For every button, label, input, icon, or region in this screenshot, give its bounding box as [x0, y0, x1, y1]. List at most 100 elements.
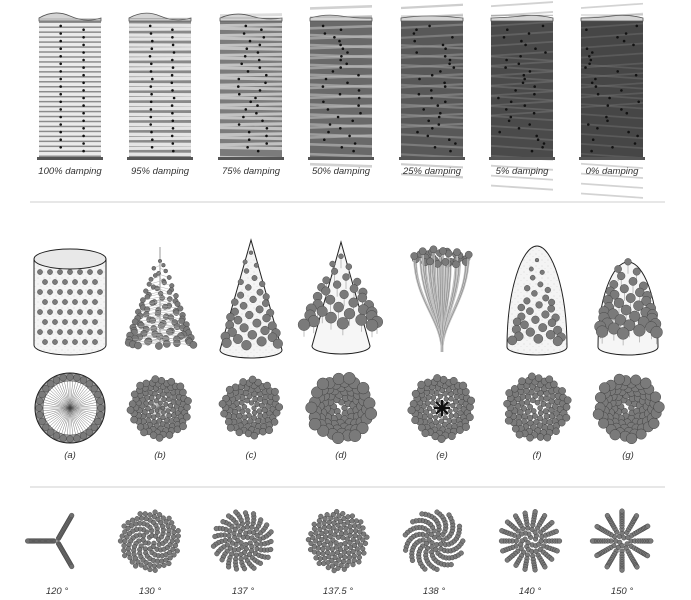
dome-dot [534, 258, 540, 263]
spiral-dot [321, 542, 327, 548]
damping-point [523, 77, 526, 81]
dome-dot [530, 275, 536, 281]
disc-b [126, 375, 192, 442]
spiral-dot [594, 524, 600, 530]
damping-point [627, 130, 630, 134]
cylinder-dot [92, 279, 98, 285]
damping-band [39, 147, 101, 151]
damping-point [636, 134, 639, 138]
damping-point [620, 89, 623, 92]
damping-point [426, 134, 430, 138]
lollipop-head [355, 313, 368, 326]
disc-d-dot [308, 417, 322, 431]
damping-point [151, 39, 154, 43]
cylinder-dot [67, 289, 73, 295]
damping-band [401, 53, 463, 59]
damping-point [258, 89, 262, 92]
stem-head [464, 250, 473, 259]
spiral-dot [121, 547, 127, 554]
damping-point [588, 55, 591, 58]
tree-sphere [157, 259, 162, 264]
damping-point [348, 134, 351, 138]
damping-point [533, 92, 536, 96]
spiral-dot [166, 527, 172, 533]
damping-point [323, 138, 326, 141]
damping-band [220, 145, 282, 151]
damping-point [171, 43, 175, 47]
spiral-dot [324, 549, 331, 556]
disc-c-dot [275, 403, 284, 411]
cylinder-dot [62, 319, 68, 325]
spiral-dot [328, 515, 334, 521]
spiral-dot [341, 549, 347, 555]
dome-dot [517, 303, 525, 312]
damping-point [436, 104, 440, 107]
cone-dot [262, 293, 270, 301]
spiral-dot [329, 546, 335, 552]
spiral-dot [350, 549, 356, 555]
damping-band [39, 77, 101, 82]
damping-point [171, 111, 174, 115]
disc-a-dot [38, 417, 46, 426]
damping-band [581, 42, 643, 49]
damping-panel [489, 1, 555, 191]
damping-point [264, 81, 267, 85]
spiral-dot [129, 523, 135, 529]
disc-e-dot [430, 400, 436, 406]
cylinder-dot [77, 289, 83, 295]
damping-band [129, 132, 191, 137]
disc-e-dot [442, 415, 448, 421]
dome-lollipop-head [633, 300, 644, 311]
tree-stick [140, 312, 161, 317]
damping-point [534, 47, 537, 50]
damping-band [310, 143, 372, 148]
disc-g-dot [609, 429, 621, 441]
spiral-dot [142, 565, 148, 571]
cylinder-dot [57, 329, 63, 335]
disc-a-spoke [69, 407, 76, 435]
damping-band [39, 27, 101, 32]
damping-point [353, 142, 357, 145]
spiral-dot [341, 522, 347, 528]
damping-band [39, 92, 101, 96]
damping-point [59, 92, 62, 96]
disc-c-dot [254, 401, 260, 407]
spiral-dot [340, 559, 347, 565]
damping-point [237, 123, 241, 126]
disc-e-dot [461, 422, 470, 431]
damping-point [262, 36, 266, 39]
damping-band [581, 22, 643, 29]
spiral-dot [212, 533, 218, 540]
spiral-dot [554, 548, 560, 554]
cone-dot [262, 313, 271, 323]
disc-b-dot [150, 414, 157, 420]
disc-a-dot [52, 432, 61, 440]
disc-a-spoke [58, 407, 71, 433]
damping-band [491, 164, 553, 171]
damping-point [150, 130, 153, 134]
damping-point [150, 146, 154, 149]
spiral-dot [351, 553, 357, 559]
damping-point [171, 66, 175, 69]
damping-band [39, 102, 101, 106]
spiral-dot [320, 551, 326, 557]
damping-point [596, 127, 599, 130]
damping-band [220, 56, 282, 61]
disc-a-spoke [61, 407, 71, 434]
spiral-dot [338, 546, 344, 552]
cone-dot [251, 275, 258, 281]
disc-a-spoke [43, 407, 71, 414]
spiral-dot [254, 541, 260, 547]
disc-a-dot [90, 423, 98, 431]
damping-point [611, 146, 614, 149]
tree-stick [134, 329, 161, 333]
lollipop-head [339, 289, 349, 300]
damping-point [507, 119, 511, 123]
disc-b-dot [126, 406, 135, 414]
damping-point [589, 58, 593, 62]
spiral-dot [257, 560, 263, 566]
spiral-dot [325, 565, 331, 571]
disc-f-dot [534, 374, 543, 382]
damping-band [310, 134, 372, 139]
disc-f-dot [562, 413, 571, 422]
